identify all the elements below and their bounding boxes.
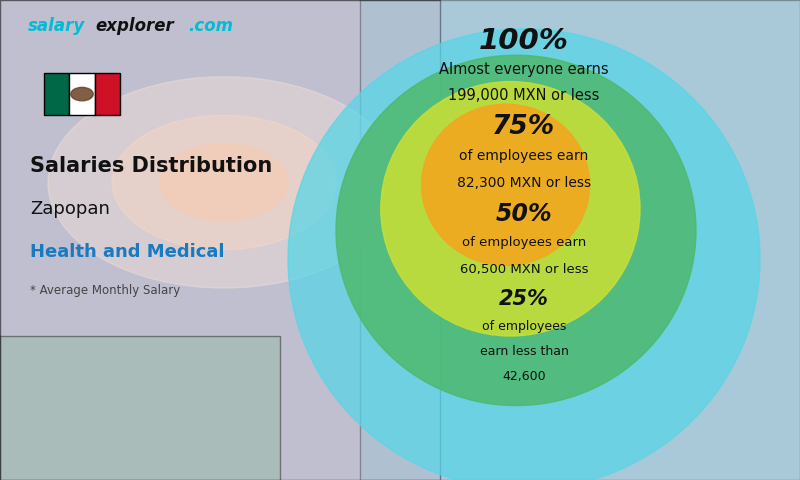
Circle shape xyxy=(70,87,93,101)
Ellipse shape xyxy=(336,55,696,406)
Circle shape xyxy=(48,77,400,288)
FancyBboxPatch shape xyxy=(360,0,800,480)
Text: 25%: 25% xyxy=(499,288,549,309)
Text: * Average Monthly Salary: * Average Monthly Salary xyxy=(30,284,181,297)
Text: explorer: explorer xyxy=(95,17,174,36)
Text: 42,600: 42,600 xyxy=(502,370,546,384)
Text: Almost everyone earns: Almost everyone earns xyxy=(439,62,609,77)
Ellipse shape xyxy=(288,29,760,480)
Circle shape xyxy=(112,115,336,250)
Text: Zapopan: Zapopan xyxy=(30,200,110,218)
Text: 199,000 MXN or less: 199,000 MXN or less xyxy=(448,88,600,104)
FancyBboxPatch shape xyxy=(44,73,70,115)
Ellipse shape xyxy=(422,104,590,265)
Text: of employees earn: of employees earn xyxy=(459,149,589,163)
Text: Salaries Distribution: Salaries Distribution xyxy=(30,156,273,176)
Circle shape xyxy=(160,144,288,221)
Ellipse shape xyxy=(381,82,640,336)
Text: earn less than: earn less than xyxy=(479,345,569,358)
Text: salary: salary xyxy=(28,17,86,36)
Text: of employees earn: of employees earn xyxy=(462,236,586,249)
FancyBboxPatch shape xyxy=(94,73,120,115)
Text: 82,300 MXN or less: 82,300 MXN or less xyxy=(457,176,591,191)
Text: 60,500 MXN or less: 60,500 MXN or less xyxy=(460,263,588,276)
Text: .com: .com xyxy=(188,17,233,36)
Text: Health and Medical: Health and Medical xyxy=(30,243,225,261)
Text: 50%: 50% xyxy=(496,202,552,226)
Text: of employees: of employees xyxy=(482,320,566,333)
FancyBboxPatch shape xyxy=(0,336,280,480)
Text: 100%: 100% xyxy=(479,27,569,55)
FancyBboxPatch shape xyxy=(70,73,94,115)
Text: 75%: 75% xyxy=(493,114,555,140)
FancyBboxPatch shape xyxy=(0,0,440,480)
